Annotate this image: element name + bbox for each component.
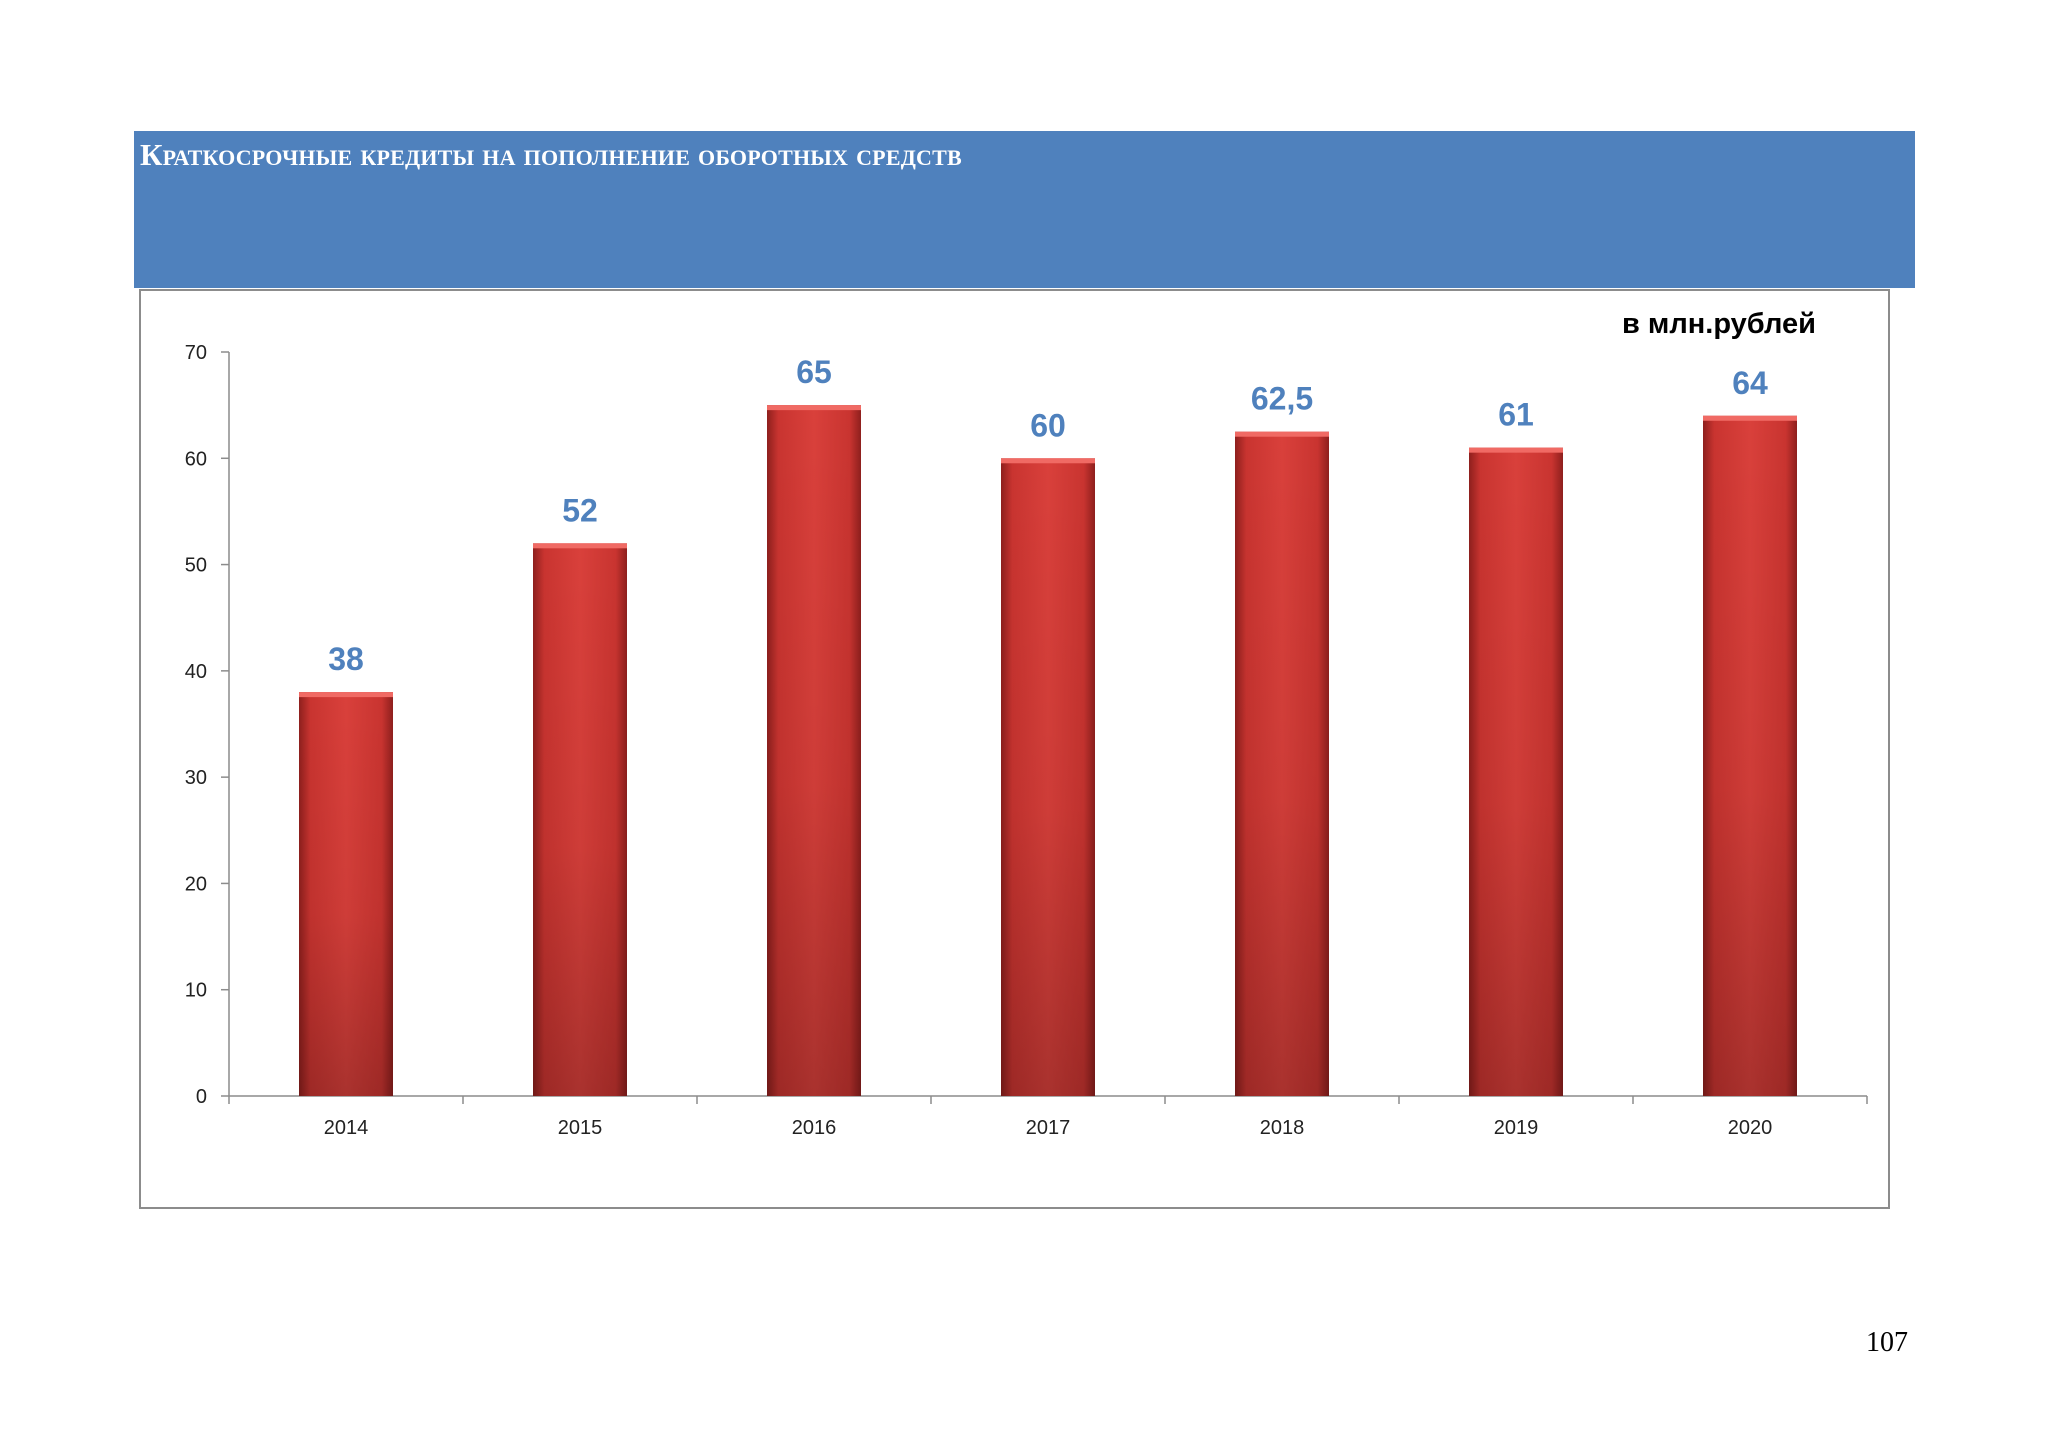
bar-shade (1001, 458, 1095, 1096)
page-number: 107 (1866, 1327, 1908, 1358)
bar-chart: в млн.рублей 0 10 20 30 40 50 60 70 38 2014 52 201… (185, 308, 1868, 1139)
y-tick-label: 50 (185, 555, 207, 577)
x-tick-label: 2018 (1260, 1117, 1305, 1139)
x-tick-label: 2020 (1728, 1117, 1773, 1139)
y-tick-label: 0 (196, 1086, 207, 1108)
y-tick-label: 60 (185, 448, 207, 470)
bar-shade (1703, 415, 1797, 1096)
x-tick-label: 2019 (1494, 1117, 1539, 1139)
data-label: 52 (562, 492, 598, 528)
bar-2017 (1001, 458, 1095, 1096)
bar-top-highlight (1001, 458, 1095, 464)
bar-top-highlight (1235, 431, 1329, 437)
bar-top-highlight (299, 692, 393, 698)
chart-frame: в млн.рублей 0 10 20 30 40 50 60 70 38 2014 52 201… (139, 289, 1890, 1209)
x-tick-label: 2016 (792, 1117, 837, 1139)
y-tick-label: 30 (185, 767, 207, 789)
data-label: 38 (328, 641, 364, 677)
x-tick-label: 2017 (1026, 1117, 1071, 1139)
bar-2019 (1469, 447, 1563, 1096)
bar-shade (299, 692, 393, 1096)
data-label: 62,5 (1251, 381, 1313, 417)
y-tick-label: 10 (185, 980, 207, 1002)
bar-top-highlight (533, 543, 627, 549)
data-label: 65 (796, 354, 832, 390)
bar-2015 (533, 543, 627, 1096)
y-tick-label: 70 (185, 342, 207, 364)
bar-2014 (299, 692, 393, 1096)
bar-2018 (1235, 431, 1329, 1096)
data-label: 60 (1030, 407, 1066, 443)
bar-top-highlight (1703, 415, 1797, 421)
x-tick-label: 2015 (558, 1117, 603, 1139)
bar-shade (1469, 447, 1563, 1096)
section-title: Краткосрочные кредиты на пополнение обор… (140, 137, 962, 172)
section-banner: Краткосрочные кредиты на пополнение обор… (134, 131, 1915, 288)
bar-top-highlight (1469, 447, 1563, 453)
y-tick-label: 20 (185, 873, 207, 895)
data-label: 64 (1732, 365, 1768, 401)
unit-label: в млн.рублей (1622, 308, 1816, 340)
x-tick-label: 2014 (324, 1117, 369, 1139)
bar-shade (767, 405, 861, 1097)
bar-top-highlight (767, 405, 861, 411)
bar-2016 (767, 405, 861, 1097)
y-tick-label: 40 (185, 661, 207, 683)
data-label: 61 (1498, 397, 1534, 433)
bar-2020 (1703, 415, 1797, 1096)
bar-shade (533, 543, 627, 1096)
bar-shade (1235, 431, 1329, 1096)
